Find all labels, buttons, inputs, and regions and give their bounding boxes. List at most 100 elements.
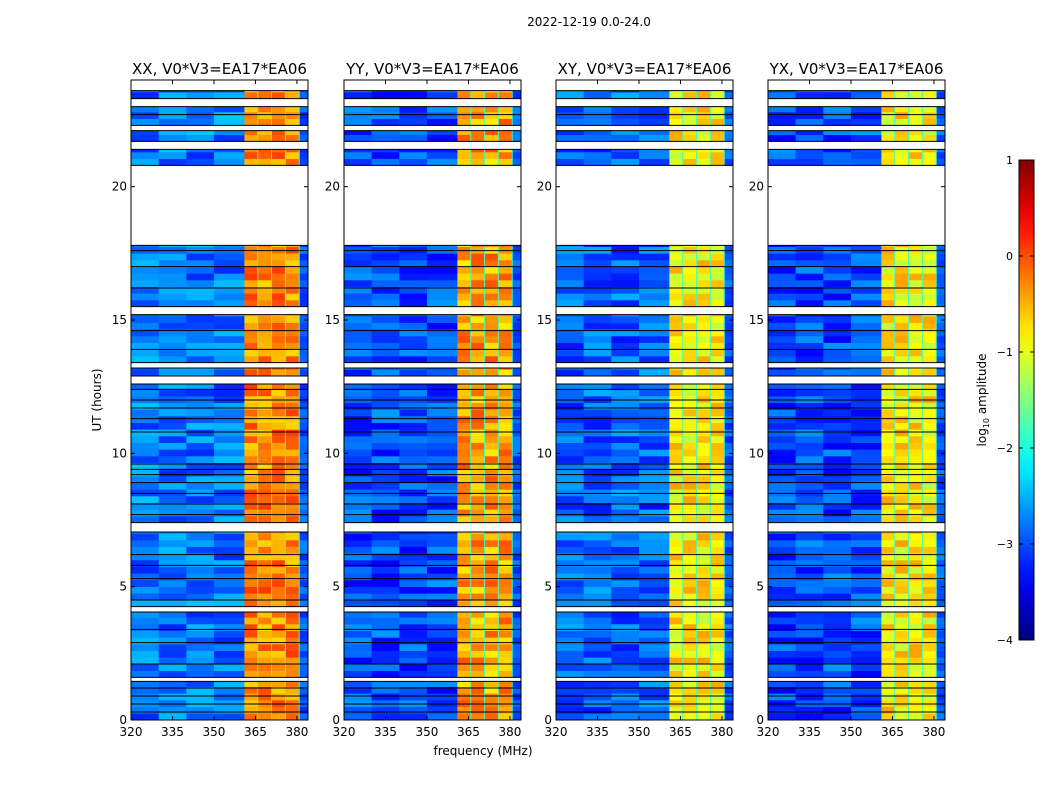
- heatmap-cell: [299, 436, 308, 443]
- heatmap-cell: [723, 617, 725, 625]
- x-tick-label: 335: [798, 725, 821, 739]
- heatmap-cell: [611, 509, 640, 517]
- heatmap-cell: [724, 273, 733, 281]
- heatmap-cell: [158, 416, 187, 423]
- heatmap-cell: [344, 245, 373, 247]
- heatmap-cell: [556, 402, 585, 410]
- heatmap-cell: [922, 266, 937, 274]
- heatmap-cell: [881, 92, 896, 99]
- heatmap-cell: [723, 384, 725, 390]
- heatmap-cell: [484, 246, 486, 254]
- heatmap-cell: [284, 700, 287, 707]
- heatmap-cell: [158, 533, 187, 541]
- heatmap-cell: [724, 118, 733, 126]
- heatmap-cell: [697, 342, 711, 350]
- heatmap-cell: [299, 612, 308, 618]
- heatmap-cell: [696, 489, 698, 497]
- heatmap-cell: [344, 681, 373, 687]
- heatmap-cell: [399, 322, 428, 330]
- heatmap-cell: [511, 617, 513, 625]
- heatmap-cell: [935, 600, 937, 607]
- heatmap-cell: [611, 280, 640, 287]
- heatmap-cell: [344, 280, 373, 287]
- heatmap-cell: [768, 617, 797, 625]
- heatmap-cell: [271, 600, 273, 607]
- heatmap-cell: [921, 389, 924, 397]
- heatmap-cell: [583, 670, 612, 678]
- heatmap-cell: [683, 246, 698, 254]
- heatmap-cell: [723, 706, 725, 714]
- heatmap-cell: [850, 402, 882, 410]
- heatmap-cell: [724, 92, 733, 99]
- heatmap-cell: [371, 482, 400, 490]
- heatmap-cell: [709, 158, 712, 166]
- heatmap-cell: [344, 502, 373, 510]
- heatmap-cell: [497, 429, 500, 437]
- panel-frame: [130, 79, 309, 721]
- heatmap-cell: [484, 322, 486, 330]
- heatmap-cell: [131, 532, 160, 534]
- heatmap-cell: [895, 600, 910, 607]
- heatmap-cell: [768, 316, 797, 323]
- heatmap-cell: [511, 476, 513, 483]
- heatmap-cell: [922, 329, 937, 337]
- heatmap-cell: [936, 476, 945, 483]
- heatmap-cell: [186, 449, 215, 457]
- heatmap-cell: [823, 149, 852, 153]
- heatmap-cell: [344, 273, 373, 281]
- x-tick-label: 365: [244, 725, 267, 739]
- heatmap-cell: [908, 90, 910, 93]
- heatmap-cell: [258, 681, 273, 687]
- heatmap-cell: [371, 700, 400, 707]
- heatmap-cell: [768, 384, 797, 390]
- heatmap-cell: [298, 686, 300, 694]
- heatmap-cell: [935, 650, 937, 658]
- heatmap-cell: [285, 533, 300, 541]
- heatmap-cell: [471, 260, 486, 267]
- heatmap-cell: [271, 496, 273, 503]
- heatmap-cell: [271, 566, 273, 574]
- heatmap-cell: [710, 533, 725, 541]
- heatmap-cell: [511, 90, 513, 93]
- heatmap-cell: [498, 134, 513, 142]
- heatmap-cell: [881, 260, 896, 267]
- heatmap-cell: [511, 462, 513, 470]
- heatmap-cell: [697, 329, 711, 337]
- heatmap-cell: [426, 90, 458, 93]
- heatmap-cell: [908, 600, 910, 607]
- heatmap-cell: [710, 90, 725, 93]
- heatmap-cell: [399, 546, 428, 554]
- heatmap-cell: [258, 706, 273, 714]
- heatmap-cell: [908, 293, 910, 301]
- heatmap-cell: [611, 516, 640, 523]
- heatmap-cell: [272, 130, 286, 135]
- heatmap-cell: [696, 342, 698, 350]
- heatmap-cell: [512, 92, 521, 99]
- heatmap-cell: [709, 600, 712, 607]
- heatmap-cell: [921, 300, 924, 307]
- heatmap-cell: [511, 456, 513, 463]
- heatmap-cell: [272, 644, 286, 651]
- heatmap-cell: [723, 593, 725, 601]
- heatmap-cell: [258, 586, 273, 594]
- heatmap-cell: [213, 389, 245, 397]
- heatmap-cell: [795, 630, 824, 638]
- heatmap-cell: [894, 322, 896, 330]
- heatmap-cell: [768, 624, 797, 631]
- heatmap-cell: [244, 280, 259, 287]
- heatmap-cell: [271, 253, 273, 261]
- heatmap-cell: [497, 152, 500, 159]
- heatmap-cell: [399, 600, 428, 607]
- heatmap-cell: [682, 436, 684, 443]
- heatmap-cell: [299, 368, 308, 370]
- heatmap-cell: [457, 700, 472, 707]
- heatmap-cell: [299, 245, 308, 247]
- heatmap-cell: [709, 369, 712, 377]
- heatmap-cell: [921, 593, 924, 601]
- heatmap-cell: [921, 293, 924, 301]
- heatmap-cell: [823, 384, 852, 390]
- heatmap-cell: [457, 112, 472, 119]
- heatmap-cell: [795, 532, 824, 534]
- heatmap-cell: [131, 245, 160, 247]
- heatmap-cell: [583, 516, 612, 523]
